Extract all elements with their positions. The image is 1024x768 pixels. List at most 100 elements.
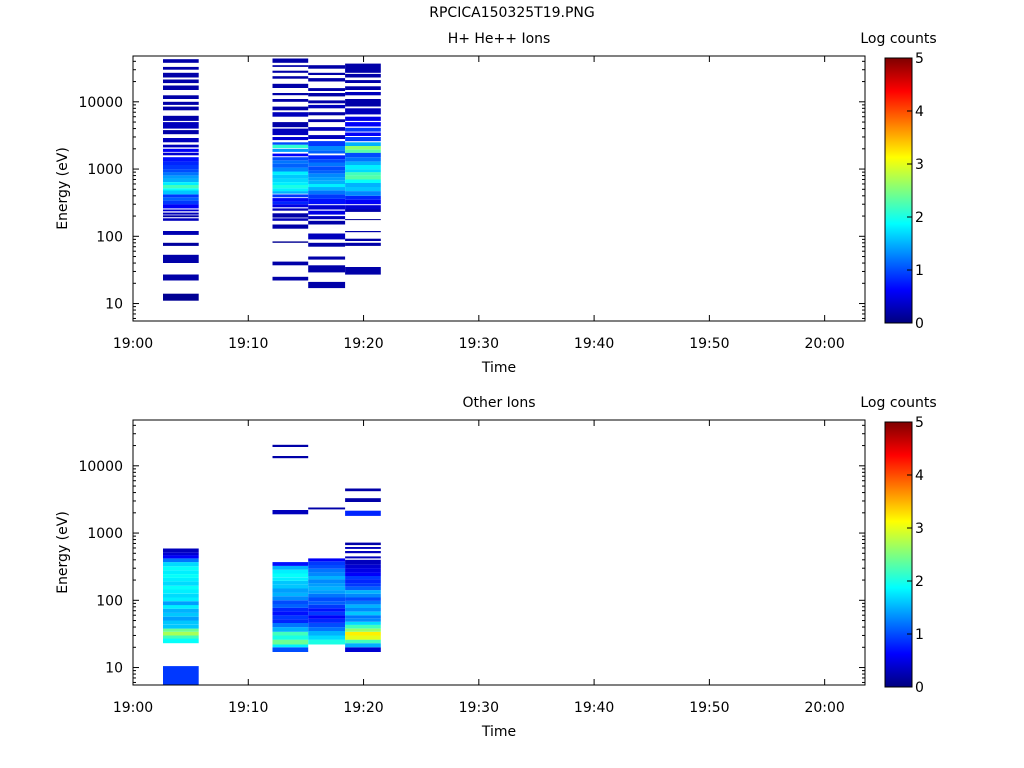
heatmap-cell <box>163 585 199 590</box>
heatmap-cell <box>308 572 346 576</box>
heatmap-cell <box>308 639 346 645</box>
heatmap-cell <box>345 564 381 569</box>
heatmap-cell <box>163 638 199 644</box>
colorbar-label: Log counts <box>860 395 936 411</box>
colorbar-tick-label: 1 <box>915 627 924 643</box>
heatmap-cell <box>163 548 199 553</box>
heatmap-cell <box>163 157 199 162</box>
heatmap-cell <box>163 555 199 559</box>
heatmap-cell <box>272 198 309 202</box>
heatmap-cell <box>345 618 381 622</box>
heatmap-cell <box>272 619 309 623</box>
heatmap-cell <box>345 547 381 549</box>
heatmap-cell <box>272 456 309 459</box>
heatmap-cell <box>163 597 199 602</box>
heatmap-cell <box>345 583 381 587</box>
heatmap-cell <box>308 627 346 631</box>
heatmap-cell <box>345 195 381 200</box>
heatmap-cell <box>345 242 381 246</box>
heatmap-cell <box>272 218 309 221</box>
heatmap-cell <box>345 63 381 73</box>
x-tick-label: 19:00 <box>113 336 153 352</box>
heatmap-cell <box>308 568 346 573</box>
page-title: RPCICA150325T19.PNG <box>429 5 595 21</box>
heatmap-cell <box>345 179 381 183</box>
heatmap-cell <box>345 597 381 601</box>
heatmap-cell <box>345 498 381 502</box>
heatmap-cell <box>272 573 309 578</box>
heatmap-cell <box>308 88 346 91</box>
heatmap-cell <box>272 137 309 141</box>
heatmap-cell <box>308 233 346 240</box>
heatmap-cell <box>163 101 199 105</box>
heatmap-cell <box>308 561 346 565</box>
colorbar-tick-label: 3 <box>915 157 924 173</box>
heatmap-cell <box>272 171 309 175</box>
heatmap-cell <box>163 194 199 198</box>
heatmap-cell <box>272 99 309 102</box>
y-tick-label: 10 <box>105 297 123 313</box>
heatmap-cell <box>163 215 199 218</box>
heatmap-cell <box>163 242 199 246</box>
heatmap-cell <box>272 174 309 179</box>
heatmap-cell <box>345 576 381 580</box>
heatmap-cell <box>345 127 381 132</box>
heatmap-cell <box>345 99 381 107</box>
colorbar-tick-label: 1 <box>915 263 924 279</box>
heatmap-cell <box>308 220 346 225</box>
heatmap-cell <box>345 175 381 180</box>
heatmap-cell <box>345 615 381 619</box>
heatmap-cell <box>345 600 381 605</box>
heatmap-cell <box>163 552 199 556</box>
heatmap-cell <box>272 588 309 593</box>
x-tick-label: 19:10 <box>228 700 268 716</box>
colorbar-tick-label: 3 <box>915 521 924 537</box>
heatmap-cell <box>163 624 199 629</box>
heatmap-cell <box>163 200 199 205</box>
heatmap-cell <box>272 611 309 616</box>
heatmap-cell <box>345 639 381 644</box>
heatmap-cell <box>308 166 346 171</box>
heatmap-cell <box>345 556 381 559</box>
heatmap-cell <box>345 209 381 212</box>
heatmap-cell <box>308 159 346 163</box>
heatmap-cell <box>272 194 309 198</box>
heatmap-cell <box>308 601 346 605</box>
heatmap-cell <box>163 169 199 173</box>
heatmap-cell <box>163 66 199 70</box>
heatmap-cell <box>308 576 346 580</box>
x-tick-label: 20:00 <box>804 336 844 352</box>
heatmap-cell <box>345 92 381 96</box>
heatmap-cell <box>163 231 199 235</box>
heatmap-cell <box>345 183 381 187</box>
heatmap-cell <box>308 597 346 602</box>
heatmap-cell <box>272 106 309 111</box>
heatmap-cell <box>308 146 346 151</box>
heatmap-cell <box>272 58 309 63</box>
heatmap-cell <box>163 115 199 121</box>
heatmap-cell <box>163 106 199 111</box>
heatmap-cell <box>308 205 346 210</box>
heatmap-cell <box>163 254 199 263</box>
x-tick-label: 19:20 <box>343 336 383 352</box>
heatmap-cell <box>163 79 199 84</box>
heatmap-cell <box>163 130 199 135</box>
heatmap-cell <box>308 604 346 609</box>
heatmap-cell <box>272 148 309 152</box>
heatmap-cell <box>308 190 346 195</box>
heatmap-cell <box>163 218 199 221</box>
heatmap-cell <box>345 621 381 625</box>
heatmap-cell <box>345 231 381 233</box>
heatmap-cell <box>345 593 381 598</box>
heatmap-cells <box>163 444 381 685</box>
heatmap-cell <box>308 590 346 594</box>
heatmap-cell <box>308 93 346 97</box>
heatmap-cell <box>272 631 309 636</box>
y-tick-label: 10000 <box>78 459 123 475</box>
heatmap-cell <box>163 85 199 90</box>
heatmap-cell <box>345 116 381 121</box>
heatmap-cell <box>272 128 309 136</box>
heatmap-cell <box>272 627 309 632</box>
heatmap-cell <box>345 607 381 612</box>
